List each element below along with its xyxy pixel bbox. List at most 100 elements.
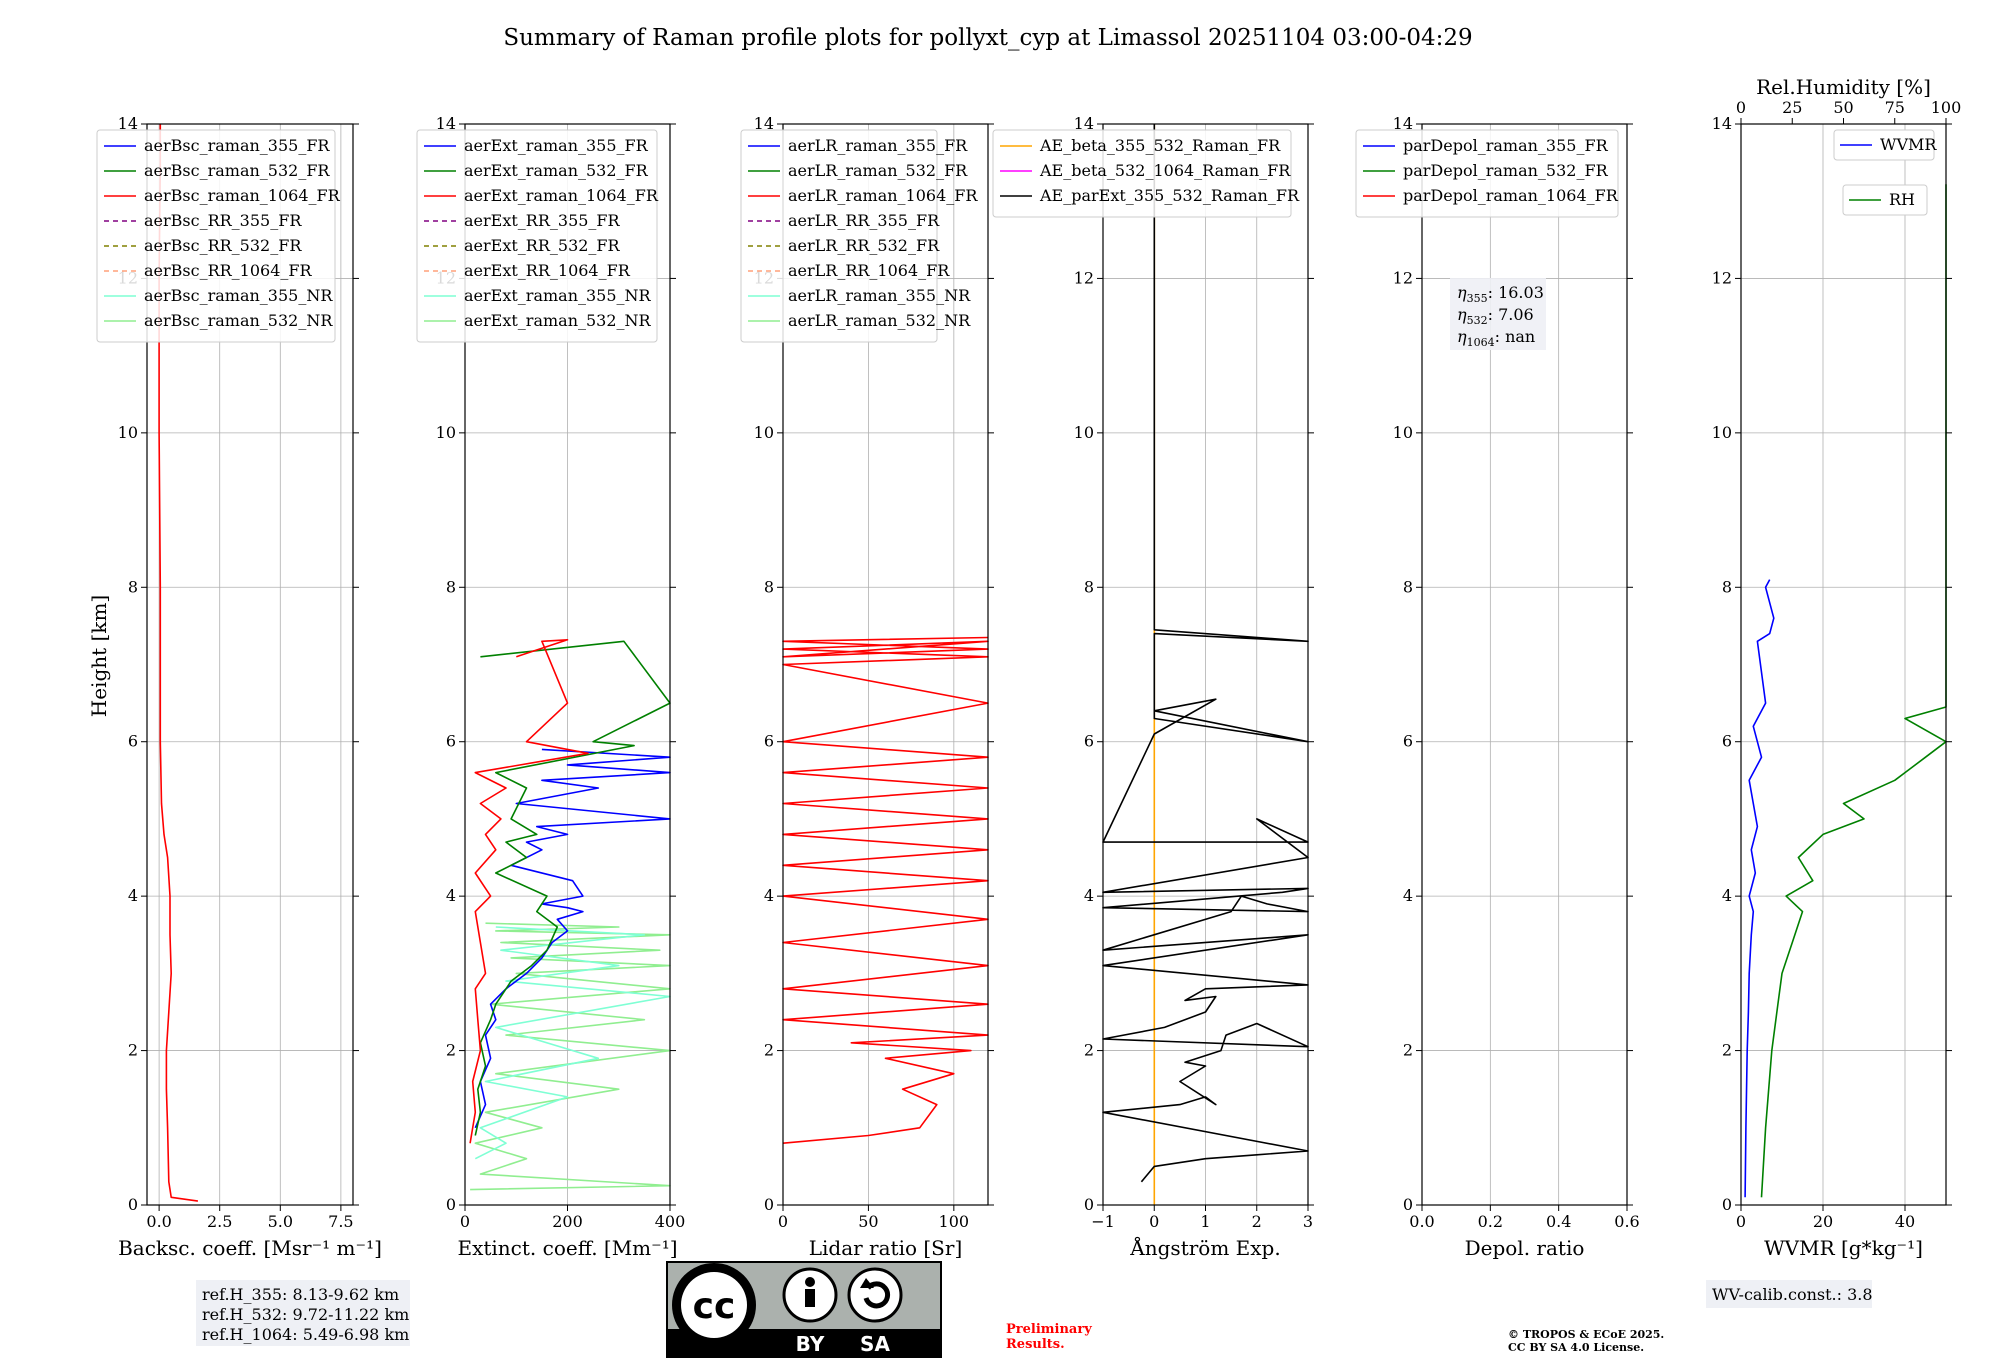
series-line-aerext-raman-355-nr	[474, 926, 671, 1160]
panel-backscatter: 0.02.55.07.502468101214Backsc. coeff. [M…	[96, 114, 382, 1260]
legend-label: aerBsc_raman_532_NR	[144, 311, 333, 330]
y-tick-label: 4	[1403, 886, 1413, 905]
legend-label: aerLR_RR_355_FR	[788, 211, 940, 230]
legend-box	[416, 129, 658, 343]
y-tick-label: 2	[1084, 1041, 1094, 1060]
ref-height-532: ref.H_532: 9.72-11.22 km	[202, 1305, 409, 1324]
legend-label: aerLR_raman_355_FR	[788, 136, 968, 155]
legend-label: aerBsc_raman_1064_FR	[144, 186, 341, 205]
legend-label: parDepol_raman_355_FR	[1403, 136, 1609, 155]
y-tick-label: 14	[1074, 114, 1094, 133]
legend-label: aerBsc_raman_355_NR	[144, 286, 333, 305]
x-tick-label: 0.6	[1614, 1212, 1639, 1231]
y-tick-label: 0	[1084, 1195, 1094, 1214]
y-tick-label: 2	[1403, 1041, 1413, 1060]
legend-label: aerExt_raman_355_NR	[464, 286, 652, 305]
series-line-wvmr	[1744, 579, 1775, 1198]
legend-label: aerLR_raman_355_NR	[788, 286, 971, 305]
axes-frame	[146, 123, 354, 1206]
legend-label: parDepol_raman_532_FR	[1403, 161, 1609, 180]
eta-1064-value: : nan	[1495, 327, 1536, 346]
y-tick-label: 10	[118, 423, 138, 442]
legend-label: aerExt_raman_532_FR	[464, 161, 649, 180]
y-tick-label: 6	[1403, 732, 1413, 751]
y-tick-label: 8	[1722, 577, 1732, 596]
y-tick-label: 6	[764, 732, 774, 751]
legend: aerExt_raman_355_FR aerExt_raman_532_FRae…	[416, 129, 659, 343]
cc-license-badge: cc BY SA	[666, 1261, 942, 1358]
legend: aerLR_raman_355_FR aerLR_raman_532_FR aerL…	[740, 129, 978, 343]
x-axis-label: Ångström Exp.	[1129, 1235, 1280, 1260]
x-tick-label: −1	[1091, 1212, 1115, 1231]
x-axis-label: Backsc. coeff. [Msr⁻¹ m⁻¹]	[118, 1236, 382, 1260]
legend-label: aerLR_raman_532_FR	[788, 161, 968, 180]
figure-title: Summary of Raman profile plots for polly…	[503, 25, 1472, 51]
series-line-aerlr-raman-1064-fr	[782, 636, 989, 1144]
x-tick-label: 2	[1252, 1212, 1262, 1231]
axes-frame	[782, 123, 989, 1206]
y-tick-label: 10	[754, 423, 774, 442]
svg-text:CC BY SA 4.0 License.: CC BY SA 4.0 License.	[1508, 1341, 1644, 1354]
y-axis-label: Height [km]	[87, 595, 111, 717]
sa-label: SA	[860, 1332, 890, 1356]
legend: AE_beta_355_532_Raman_FR AE_beta_532_1064…	[992, 129, 1300, 218]
y-tick-label: 6	[128, 732, 138, 751]
y-tick-label: 10	[436, 423, 456, 442]
axes-frame	[1740, 123, 1947, 1206]
y-tick-label: 8	[764, 577, 774, 596]
y-tick-label: 2	[764, 1041, 774, 1060]
secondary-x-axis-label: Rel.Humidity [%]	[1756, 75, 1931, 99]
y-tick-label: 14	[1712, 114, 1732, 133]
x-tick-label: 50	[858, 1212, 878, 1231]
y-tick-label: 10	[1074, 423, 1094, 442]
eta-355-value: : 16.03	[1488, 283, 1544, 302]
axes-frame	[1421, 123, 1628, 1206]
share-alike-icon	[847, 1267, 903, 1323]
legend: aerBsc_raman_355_FR aerBsc_raman_532_FRae…	[96, 129, 341, 343]
legend-label: aerExt_RR_355_FR	[464, 211, 621, 230]
y-tick-label: 0	[1722, 1195, 1732, 1214]
y-tick-label: 4	[446, 886, 456, 905]
y-tick-label: 0	[128, 1195, 138, 1214]
y-tick-label: 4	[1084, 886, 1094, 905]
panel-lidar-ratio: 05010002468101214Lidar ratio [Sr]aerLR_r…	[740, 114, 994, 1260]
legend-label: aerBsc_RR_355_FR	[144, 211, 302, 230]
x-axis-label: WVMR [g*kg⁻¹]	[1764, 1236, 1923, 1260]
legend-label: aerExt_RR_532_FR	[464, 236, 621, 255]
legend-box	[992, 129, 1292, 218]
legend-label: aerLR_raman_532_NR	[788, 311, 971, 330]
legend-box	[740, 129, 938, 343]
x-tick-label: 0.0	[1409, 1212, 1434, 1231]
legend-label: aerExt_raman_1064_FR	[464, 186, 659, 205]
x-tick-label: 0.4	[1546, 1212, 1571, 1231]
secondary-x-tick-label: 0	[1736, 98, 1746, 117]
x-tick-label: 3	[1303, 1212, 1313, 1231]
preliminary-note: Preliminary Results.	[1006, 1322, 1092, 1352]
wv-calib-text: WV-calib.const.: 3.8	[1712, 1285, 1873, 1304]
ref-height-1064: ref.H_1064: 5.49-6.98 km	[202, 1325, 409, 1344]
x-axis-label: Depol. ratio	[1465, 1236, 1585, 1260]
y-tick-label: 0	[764, 1195, 774, 1214]
legend-label: RH	[1889, 190, 1915, 209]
y-tick-label: 4	[1722, 886, 1732, 905]
series-line-rh	[1760, 184, 1947, 1198]
legend-label: aerBsc_raman_355_FR	[144, 136, 330, 155]
x-tick-label: 0	[1736, 1212, 1746, 1231]
secondary-x-tick-label: 100	[1931, 98, 1962, 117]
panel-extinction: 020040002468101214Extinct. coeff. [Mm⁻¹]…	[416, 114, 685, 1260]
cc-logo-text: cc	[693, 1286, 736, 1327]
series-line-aerext-raman-532-nr	[470, 922, 671, 1191]
legend-box	[96, 129, 336, 343]
y-tick-label: 12	[1074, 268, 1094, 287]
legend-label: aerLR_RR_1064_FR	[788, 261, 950, 280]
y-tick-label: 14	[118, 114, 138, 133]
svg-text:© TROPOS & ECoE 2025.: © TROPOS & ECoE 2025.	[1508, 1328, 1664, 1341]
x-tick-label: 20	[1813, 1212, 1833, 1231]
y-tick-label: 2	[128, 1041, 138, 1060]
secondary-x-tick-label: 75	[1885, 98, 1905, 117]
y-tick-label: 0	[1403, 1195, 1413, 1214]
y-tick-label: 6	[1722, 732, 1732, 751]
y-tick-label: 14	[436, 114, 456, 133]
eta-annotation: η355: 16.03 η532: 7.06 η1064: nan	[1450, 278, 1546, 350]
legend-box	[1355, 129, 1619, 218]
